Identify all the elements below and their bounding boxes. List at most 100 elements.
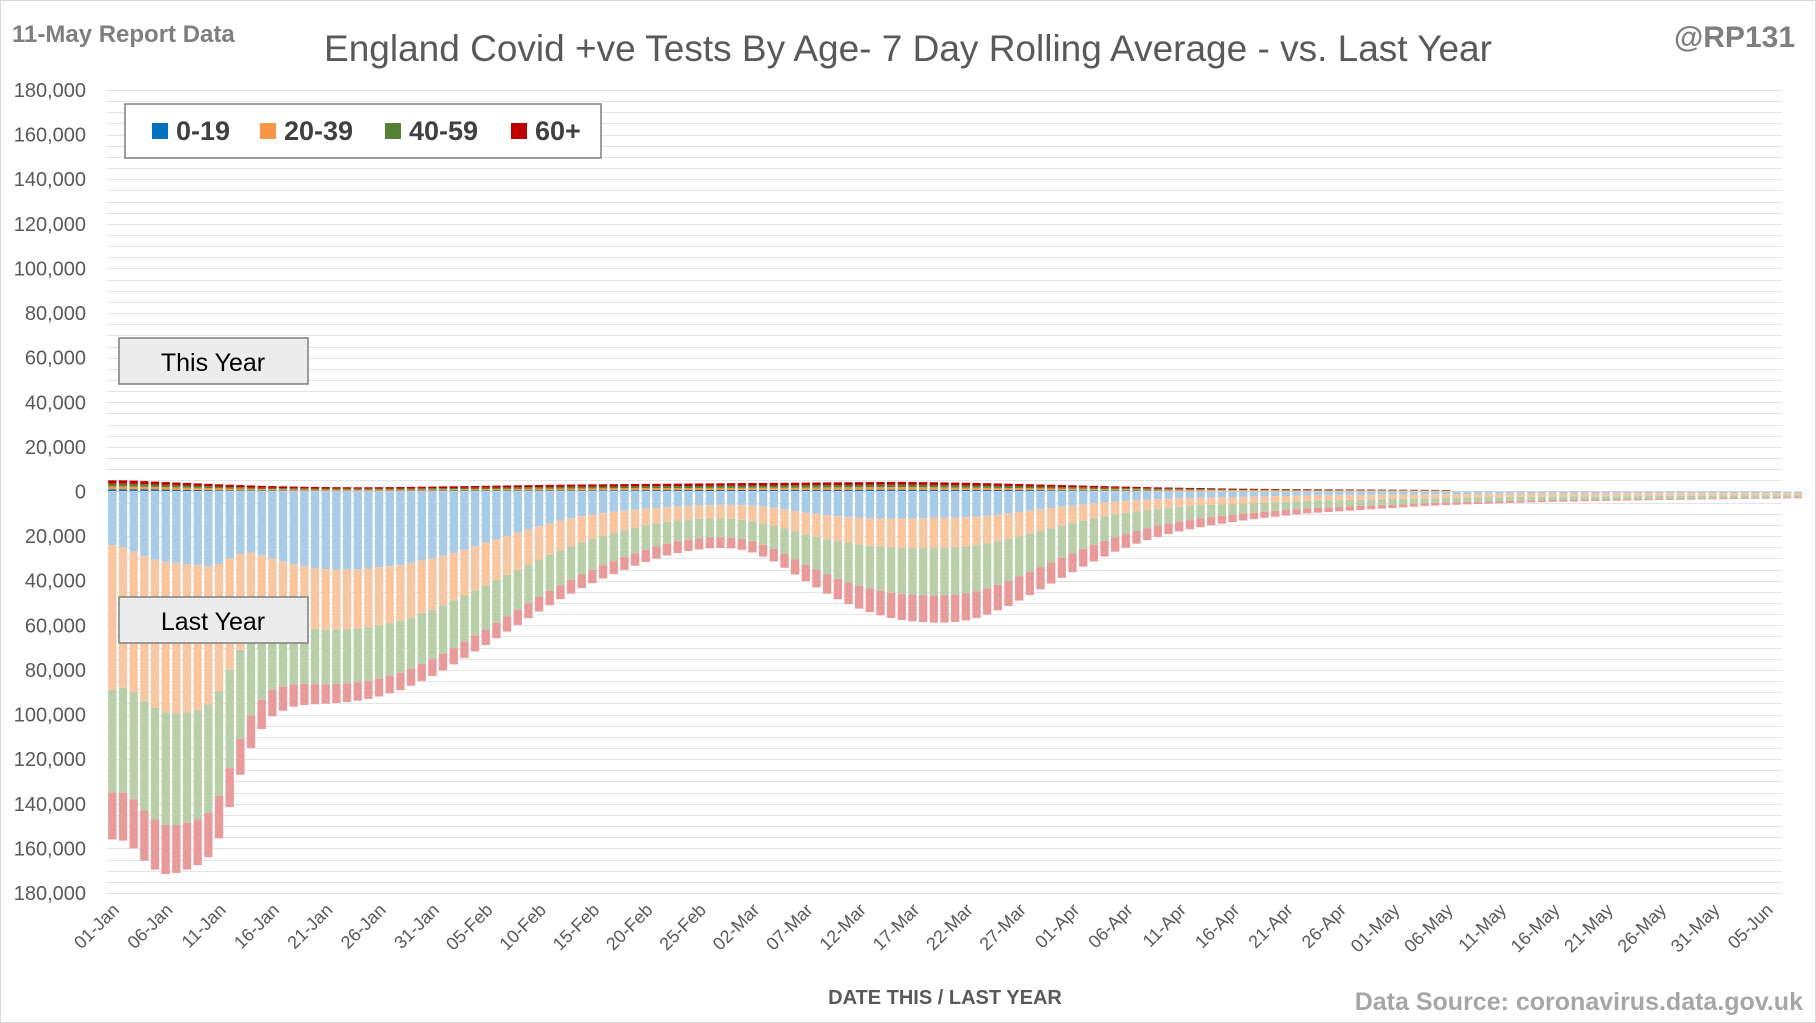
this-year-bar-20-39 — [225, 488, 234, 491]
this-year-bar-60+ — [1111, 486, 1120, 488]
last-year-bar-20-39 — [737, 505, 746, 520]
this-year-bar-60+ — [1249, 488, 1259, 490]
this-year-bar-60+ — [1079, 485, 1088, 488]
last-year-bar-40-59 — [1132, 511, 1141, 531]
this-year-bar-60+ — [1388, 489, 1397, 491]
this-year-bar-60+ — [1313, 489, 1323, 490]
this-year-bar-40-59 — [193, 485, 202, 488]
last-year-bar-0-19 — [822, 491, 832, 516]
last-year-bar-0-19 — [524, 491, 533, 530]
last-year-bar-20-39 — [780, 509, 789, 529]
last-year-bar-0-19 — [1015, 491, 1024, 513]
last-year-bar-20-39 — [609, 511, 618, 533]
this-year-bar-0-19 — [833, 489, 842, 492]
last-year-bar-0-19 — [1580, 491, 1589, 494]
last-year-bar-40-59 — [214, 691, 224, 796]
this-year-bar-20-39 — [1111, 489, 1120, 491]
last-year-bar-20-39 — [1441, 494, 1451, 499]
last-year-bar-60+ — [1473, 501, 1483, 504]
last-year-bar-60+ — [1324, 507, 1333, 513]
last-year-bar-20-39 — [652, 508, 661, 524]
last-year-bar-0-19 — [492, 491, 501, 540]
this-year-bar-20-39 — [1047, 488, 1056, 491]
last-year-bar-40-59 — [492, 580, 501, 623]
last-year-bar-0-19 — [844, 491, 853, 518]
this-year-bar-0-19 — [204, 490, 213, 492]
this-year-bar-20-39 — [1185, 489, 1195, 491]
last-year-bar-0-19 — [1505, 491, 1515, 494]
this-year-bar-60+ — [1228, 488, 1237, 490]
last-year-bar-0-19 — [1303, 491, 1312, 496]
last-year-box — [118, 596, 309, 644]
last-year-bar-60+ — [1527, 500, 1536, 503]
this-year-bar-60+ — [673, 483, 682, 487]
last-year-bar-20-39 — [673, 506, 682, 521]
this-year-bar-60+ — [758, 482, 768, 486]
last-year-bar-40-59 — [1473, 497, 1483, 502]
last-year-bar-60+ — [470, 635, 480, 652]
this-year-bar-20-39 — [1260, 490, 1269, 491]
this-year-bar-20-39 — [769, 487, 778, 490]
this-year-label: This Year — [161, 349, 265, 377]
last-year-bar-40-59 — [182, 712, 192, 823]
last-year-bar-60+ — [1313, 507, 1323, 513]
last-year-bar-40-59 — [940, 547, 949, 596]
last-year-bar-20-39 — [1196, 497, 1205, 506]
last-year-bar-60+ — [1548, 500, 1557, 502]
last-year-bar-60+ — [1441, 502, 1451, 506]
last-year-bar-20-39 — [108, 545, 117, 691]
last-year-bar-40-59 — [919, 548, 928, 596]
this-year-bar-20-39 — [534, 488, 544, 491]
last-year-bar-20-39 — [1527, 493, 1536, 497]
last-year-bar-60+ — [983, 588, 992, 615]
last-year-bar-20-39 — [1089, 503, 1099, 519]
last-year-bar-40-59 — [1409, 498, 1419, 504]
last-year-bar-60+ — [278, 686, 288, 711]
last-year-bar-20-39 — [1495, 493, 1504, 498]
last-year-bar-0-19 — [662, 491, 672, 508]
last-year-bar-0-19 — [1036, 491, 1045, 510]
last-year-bar-60+ — [1399, 504, 1408, 508]
last-year-bar-40-59 — [993, 541, 1002, 585]
last-year-bar-0-19 — [919, 491, 928, 519]
this-year-bar-60+ — [1303, 489, 1312, 490]
last-year-bar-0-19 — [1292, 491, 1301, 496]
this-year-bar-60+ — [1409, 489, 1419, 491]
this-year-bar-20-39 — [204, 488, 213, 491]
this-year-bar-20-39 — [865, 487, 874, 490]
last-year-bar-40-59 — [737, 519, 746, 540]
this-year-bar-40-59 — [289, 488, 298, 490]
last-year-bar-20-39 — [1292, 495, 1301, 502]
this-year-bar-40-59 — [566, 486, 576, 489]
last-year-bar-0-19 — [1665, 491, 1675, 494]
this-year-bar-60+ — [1015, 483, 1024, 487]
last-year-bar-0-19 — [1228, 491, 1237, 498]
last-year-bar-60+ — [140, 810, 149, 861]
this-year-bar-20-39 — [545, 488, 554, 491]
this-year-bar-0-19 — [502, 490, 512, 492]
last-year-bar-60+ — [694, 538, 704, 550]
last-year-bar-0-19 — [1249, 491, 1259, 497]
legend-label-40-59: 40-59 — [409, 116, 478, 146]
this-year-bar-60+ — [1057, 485, 1067, 487]
this-year-bar-60+ — [983, 483, 992, 486]
this-year-bar-20-39 — [193, 487, 202, 490]
last-year-bar-0-19 — [332, 491, 341, 570]
last-year-bar-40-59 — [854, 544, 864, 586]
last-year-bar-60+ — [1239, 513, 1248, 521]
last-year-bar-20-39 — [1719, 493, 1728, 496]
this-year-bar-60+ — [353, 487, 362, 489]
last-year-bar-20-39 — [758, 506, 768, 524]
last-year-bar-60+ — [1655, 498, 1664, 501]
this-year-bar-60+ — [342, 487, 352, 489]
legend: 0-19 20-39 40-59 60+ — [124, 103, 602, 159]
last-year-bar-60+ — [801, 564, 810, 582]
last-year-bar-40-59 — [1548, 496, 1557, 501]
last-year-bar-0-19 — [908, 491, 917, 519]
this-year-bar-60+ — [470, 485, 480, 488]
this-year-bar-60+ — [545, 484, 554, 487]
this-year-annotation: This Year — [118, 337, 309, 385]
this-year-bar-60+ — [748, 483, 757, 486]
last-year-bar-0-19 — [769, 491, 778, 508]
